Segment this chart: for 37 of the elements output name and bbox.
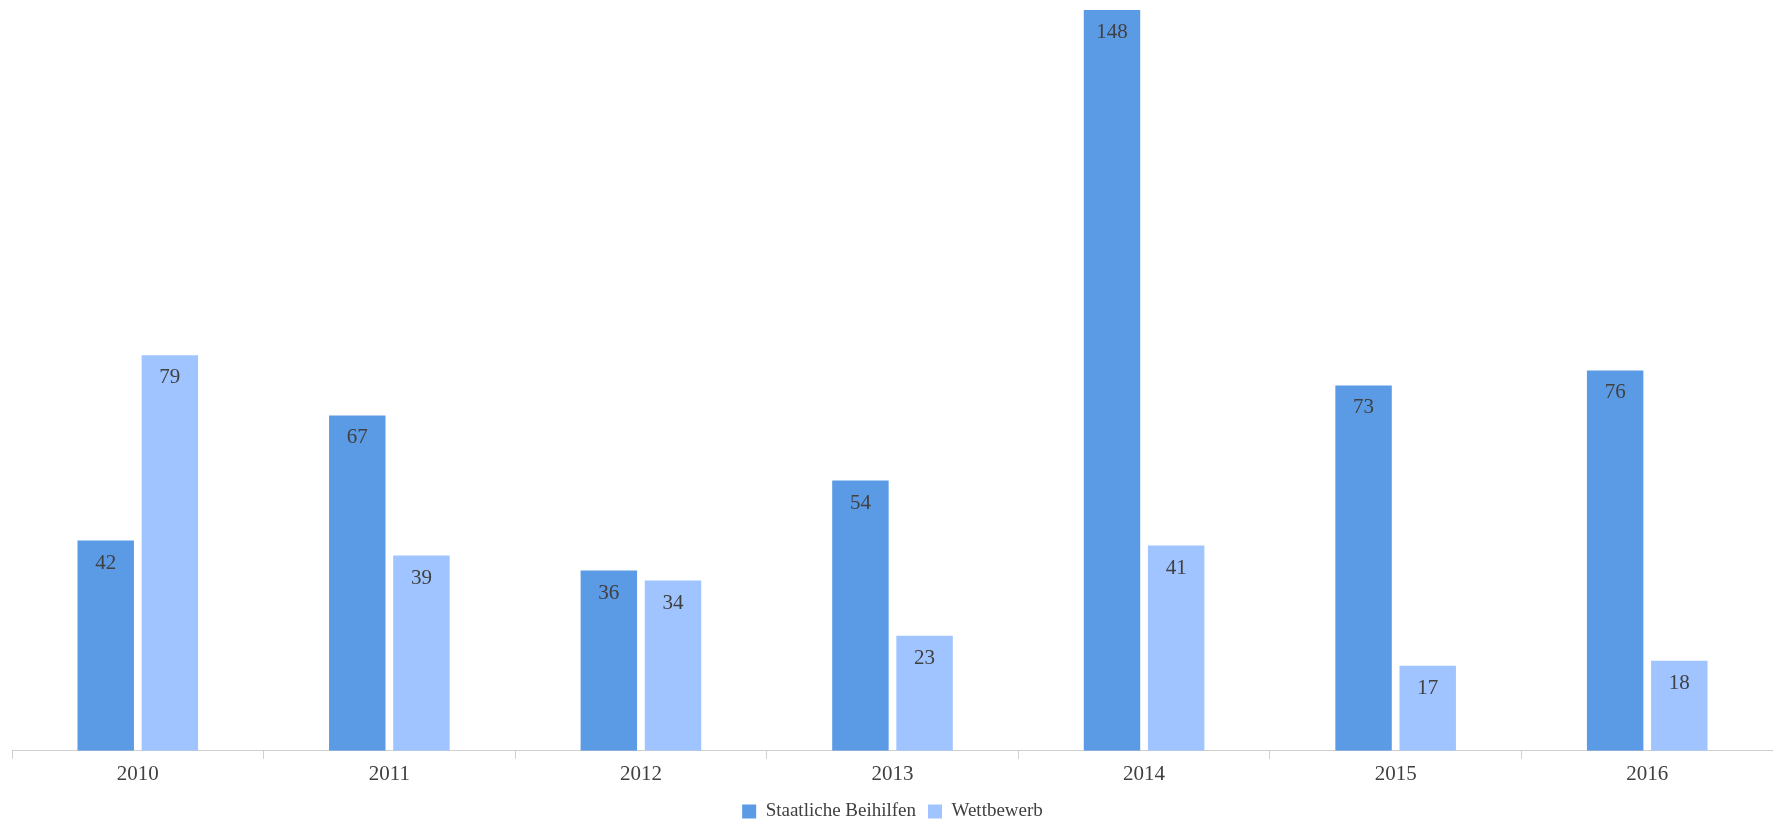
bar xyxy=(1399,665,1456,751)
data-label: 73 xyxy=(1353,394,1375,419)
data-label: 34 xyxy=(662,589,684,614)
bar xyxy=(1147,545,1205,751)
data-label: 17 xyxy=(1417,674,1439,699)
data-label: 79 xyxy=(159,364,181,389)
x-tick-label: 2010 xyxy=(116,760,159,785)
data-label: 148 xyxy=(1096,19,1128,44)
x-tick-label: 2015 xyxy=(1374,760,1417,785)
x-tick-label: 2014 xyxy=(1123,760,1166,785)
bar xyxy=(329,415,386,751)
x-tick-label: 2012 xyxy=(619,760,662,785)
data-label: 42 xyxy=(95,549,117,574)
x-tick-label: 2013 xyxy=(871,760,914,785)
bar xyxy=(1083,10,1141,751)
x-tick-label: 2011 xyxy=(368,760,410,785)
bar xyxy=(580,570,638,751)
data-label: 41 xyxy=(1165,554,1187,579)
data-label: 39 xyxy=(410,564,432,589)
data-label: 18 xyxy=(1668,669,1690,694)
bar xyxy=(1651,660,1708,751)
bar xyxy=(896,635,953,751)
data-label: 23 xyxy=(914,644,936,669)
data-label: 67 xyxy=(346,424,368,449)
data-label: 54 xyxy=(849,489,872,514)
bar xyxy=(141,355,199,751)
bar xyxy=(77,540,134,751)
bar xyxy=(1586,370,1644,751)
x-tick-label: 2016 xyxy=(1626,760,1669,785)
legend-label: Wettbewerb xyxy=(951,799,1043,821)
data-label: 76 xyxy=(1604,379,1626,404)
data-label: 36 xyxy=(598,579,620,604)
legend-label: Staatliche Beihilfen xyxy=(765,799,917,821)
bar xyxy=(1335,385,1392,751)
bar xyxy=(393,555,450,751)
bar xyxy=(832,480,889,751)
bar xyxy=(644,580,702,751)
